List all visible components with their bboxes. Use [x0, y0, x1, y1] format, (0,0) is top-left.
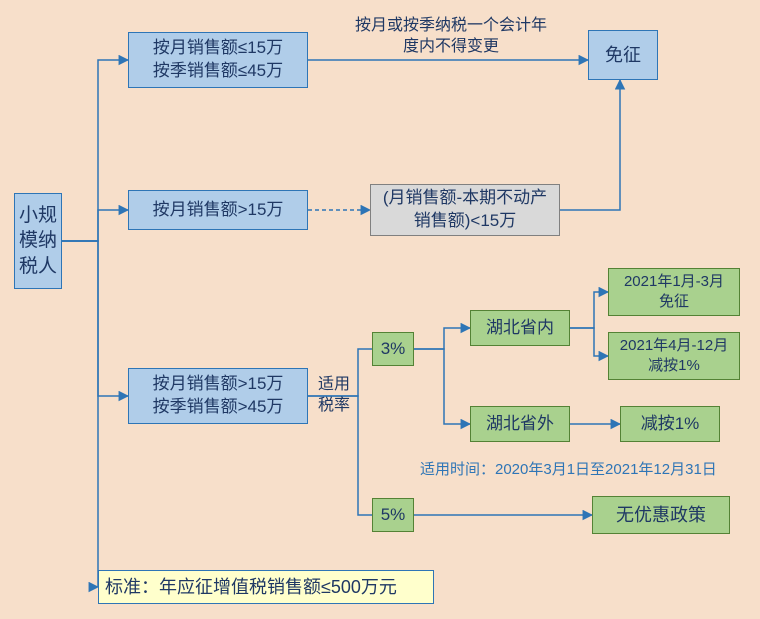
node-in_reduce: 2021年4月-12月 减按1% — [608, 332, 740, 380]
node-root: 小规 模纳 税人 — [14, 193, 62, 289]
node-hubei_out: 湖北省外 — [470, 406, 570, 442]
node-cond2_calc: (月销售额-本期不动产 销售额)<15万 — [370, 184, 560, 236]
node-hubei_in: 湖北省内 — [470, 310, 570, 346]
node-cond2: 按月销售额>15万 — [128, 190, 308, 230]
node-in_exempt: 2021年1月-3月 免征 — [608, 268, 740, 316]
node-exempt: 免征 — [588, 30, 658, 80]
node-pct5: 5% — [372, 498, 414, 532]
node-cond3: 按月销售额>15万 按季销售额>45万 — [128, 368, 308, 424]
node-no_policy: 无优惠政策 — [592, 496, 730, 534]
label-rate_label: 适用 税率 — [312, 375, 356, 417]
node-pct3: 3% — [372, 332, 414, 366]
label-time_note: 适用时间：2020年3月1日至2021年12月31日 — [420, 460, 750, 480]
node-standard: 标准：年应征增值税销售额≤500万元 — [98, 570, 434, 604]
node-out_reduce: 减按1% — [620, 406, 720, 442]
node-cond1: 按月销售额≤15万 按季销售额≤45万 — [128, 32, 308, 88]
label-top_note: 按月或按季纳税一个会计年 度内不得变更 — [336, 16, 566, 58]
